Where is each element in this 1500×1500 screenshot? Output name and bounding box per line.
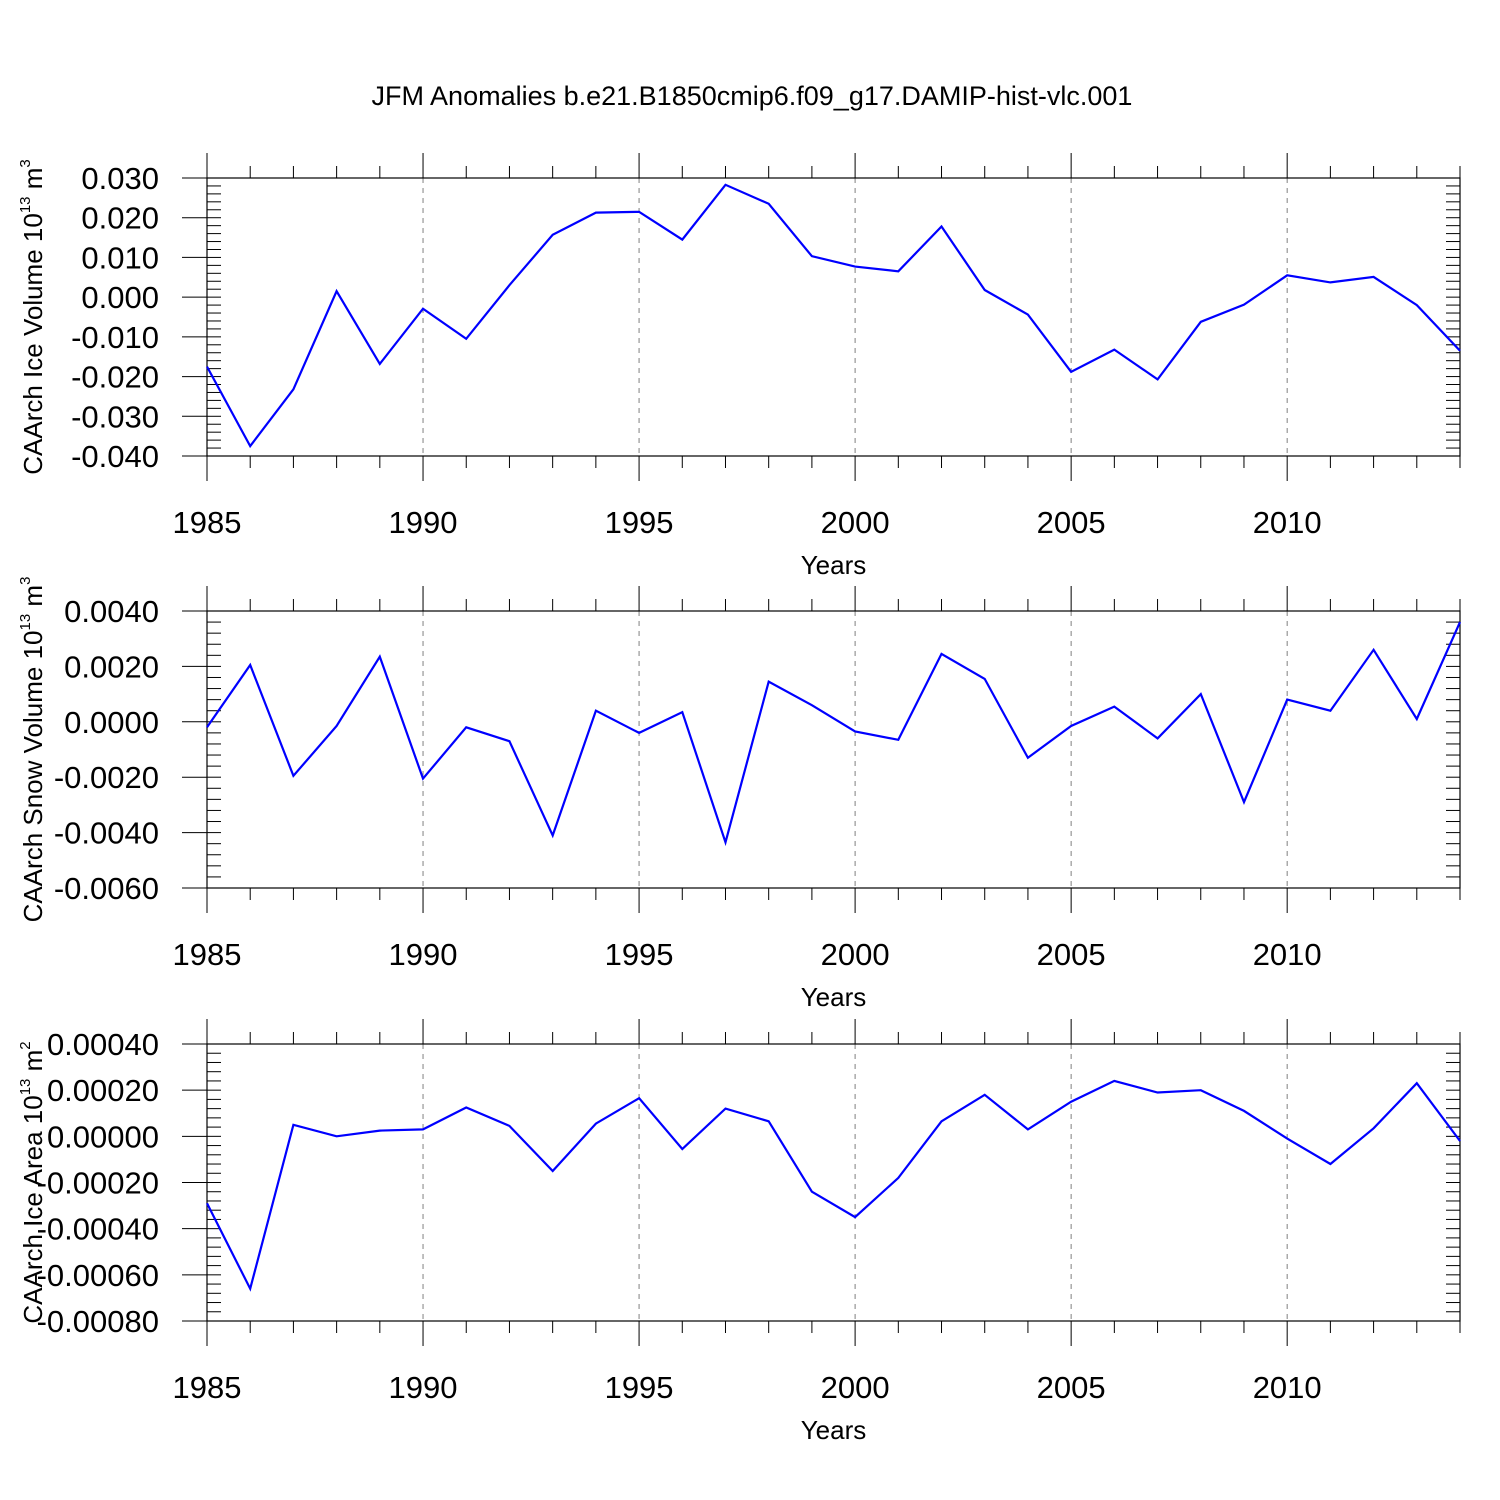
y-axis-label-group: CAArch Ice Volume 1013 m3 [17, 159, 48, 475]
y-tick-label: -0.040 [71, 439, 159, 474]
x-tick-label: 1985 [173, 505, 242, 540]
plot-frame [206, 1043, 1461, 1322]
y-tick-label: 0.010 [81, 240, 159, 275]
y-axis-label-text: CAArch Ice Area 10 [18, 1095, 48, 1323]
x-tick-label: 1985 [173, 937, 242, 972]
plot-frame [206, 177, 1461, 457]
y-tick-label: -0.010 [71, 320, 159, 355]
y-tick-label: -0.00040 [37, 1212, 159, 1247]
x-tick-label: 2010 [1253, 1370, 1322, 1405]
series-line [206, 1079, 1461, 1292]
y-tick-label: 0.00020 [47, 1073, 159, 1108]
x-tick-label: 1995 [605, 937, 674, 972]
y-tick-label: 0.00000 [47, 1119, 159, 1154]
x-tick-label: 2000 [821, 1370, 890, 1405]
series-line [206, 621, 1462, 847]
x-tick-label: 2005 [1037, 1370, 1106, 1405]
y-tick-label: -0.020 [71, 360, 159, 395]
y-axis-label-text: CAArch Ice Volume 10 [18, 213, 48, 475]
y-tick-label: 0.020 [81, 201, 159, 236]
x-tick-label: 2010 [1253, 505, 1322, 540]
x-tick-label: 1990 [389, 505, 458, 540]
y-tick-label: -0.0020 [54, 760, 159, 795]
panel-ice-volume: 0.030 0.020 0.010 0.000 -0.010 -0.020 -0.030 -0… [17, 153, 1461, 580]
y-tick-label: -0.00060 [37, 1258, 159, 1293]
panel-snow-volume: 0.0040 0.0020 0.0000 -0.0020 -0.0040 -0.0060 1… [17, 577, 1462, 1012]
y-axis-label: CAArch Ice Volume 1013 m3 [17, 159, 48, 475]
y-axis-label-exponent: 13 [17, 1079, 34, 1096]
x-axis-label: Years [801, 1415, 867, 1445]
y-tick-label: 0.0040 [64, 594, 159, 629]
y-axis-label-unit: m [18, 168, 48, 197]
x-tick-label: 1990 [389, 1370, 458, 1405]
y-tick-label: -0.030 [71, 399, 159, 434]
x-axis-label: Years [801, 982, 867, 1012]
panel-ice-area: 0.00040 0.00020 0.00000 -0.00020 -0.00040 -0.… [17, 1019, 1461, 1445]
x-tick-label: 2005 [1037, 505, 1106, 540]
series-line [206, 183, 1461, 449]
y-axis-label-unit-exponent: 2 [17, 1041, 34, 1049]
y-axis-label-unit-exponent: 3 [17, 159, 34, 167]
y-axis-label-text: CAArch Snow Volume 10 [18, 630, 48, 922]
x-tick-label: 1985 [173, 1370, 242, 1405]
y-tick-label: -0.00080 [37, 1304, 159, 1339]
y-tick-label: 0.0020 [64, 649, 159, 684]
y-axis-label: CAArch Ice Area 1013 m2 [17, 1041, 48, 1323]
y-axis-label-unit: m [18, 1050, 48, 1079]
y-tick-label: 0.00040 [47, 1027, 159, 1062]
y-axis-label-unit: m [18, 585, 48, 614]
x-tick-label: 1990 [389, 937, 458, 972]
x-tick-label: 2005 [1037, 937, 1106, 972]
y-axis-label-unit-exponent: 3 [17, 577, 34, 585]
x-tick-label: 1995 [605, 1370, 674, 1405]
x-tick-label: 1995 [605, 505, 674, 540]
figure-title: JFM Anomalies b.e21.B1850cmip6.f09_g17.D… [372, 81, 1133, 111]
x-tick-label: 2000 [821, 937, 890, 972]
x-axis-label: Years [801, 550, 867, 580]
x-tick-label: 2000 [821, 505, 890, 540]
y-tick-label: -0.0040 [54, 816, 159, 851]
y-axis-label-exponent: 13 [17, 614, 34, 631]
y-axis-label: CAArch Snow Volume 1013 m3 [17, 577, 48, 923]
y-axis-label-group: CAArch Snow Volume 1013 m3 [17, 577, 48, 923]
y-axis-label-group: CAArch Ice Area 1013 m2 [17, 1041, 48, 1323]
y-axis-label-exponent: 13 [17, 196, 34, 213]
plot-frame [206, 610, 1461, 889]
y-tick-label: -0.0060 [54, 871, 159, 906]
y-tick-label: 0.000 [81, 280, 159, 315]
y-tick-label: 0.0000 [64, 705, 159, 740]
y-tick-label: -0.00020 [37, 1166, 159, 1201]
y-tick-label: 0.030 [81, 161, 159, 196]
x-tick-label: 2010 [1253, 937, 1322, 972]
